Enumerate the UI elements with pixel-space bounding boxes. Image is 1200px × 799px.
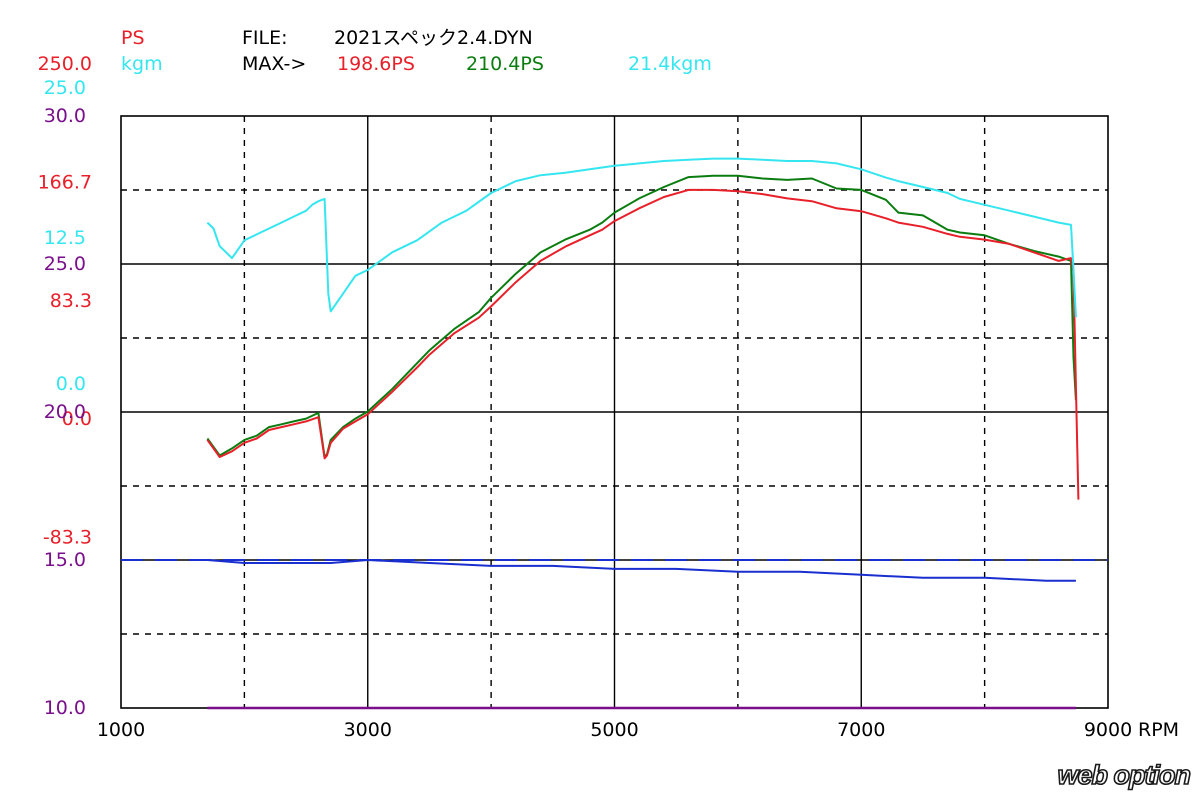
y-tick-ps: 0.0 [62,408,92,430]
series [121,157,1108,710]
x-axis-title: RPM [1138,719,1179,741]
file-name: 2021スペック2.4.DYN [334,27,533,49]
webOption-logo: web option [1058,760,1191,790]
x-tick-label: 1000 [97,719,145,741]
x-tick-label: 7000 [837,719,885,741]
y-tick-afr: 20.0 [44,401,86,423]
series-line-red [206,188,1080,500]
y-tick-ps: -83.3 [43,527,92,549]
x-tick-label: 5000 [590,719,638,741]
x-tick-label: 3000 [344,719,392,741]
y-tick-afr: 10.0 [44,697,86,719]
series-line-blue [207,559,1076,582]
max-ps-red: 198.6PS [337,53,415,75]
y-tick-kgm: 12.5 [44,227,86,249]
ps-header-label: PS [121,27,145,49]
y-tick-afr: 25.0 [44,253,86,275]
kgm-header-label: kgm [121,53,163,75]
y-tick-afr: 30.0 [44,105,86,127]
file-label: FILE: [242,27,288,49]
x-tick-label: 9000 [1084,719,1132,741]
max-label: MAX-> [242,53,306,75]
max-kgm: 21.4kgm [628,53,712,75]
series-line-cyan [206,157,1077,318]
y-tick-afr: 15.0 [44,549,86,571]
y-tick-ps: 250.0 [38,53,92,75]
axis-labels: 250.0 166.7 83.3 0.0 -83.3 25.0 12.5 0.0 30.0 25.… [38,53,1133,741]
y-tick-ps: 166.7 [38,171,92,193]
grid [120,115,1109,709]
max-ps-green: 210.4PS [466,53,544,75]
y-tick-ps: 83.3 [50,290,92,312]
y-tick-kgm: 0.0 [56,373,86,395]
series-line-green [206,174,1077,458]
y-tick-kgm: 25.0 [44,77,86,99]
